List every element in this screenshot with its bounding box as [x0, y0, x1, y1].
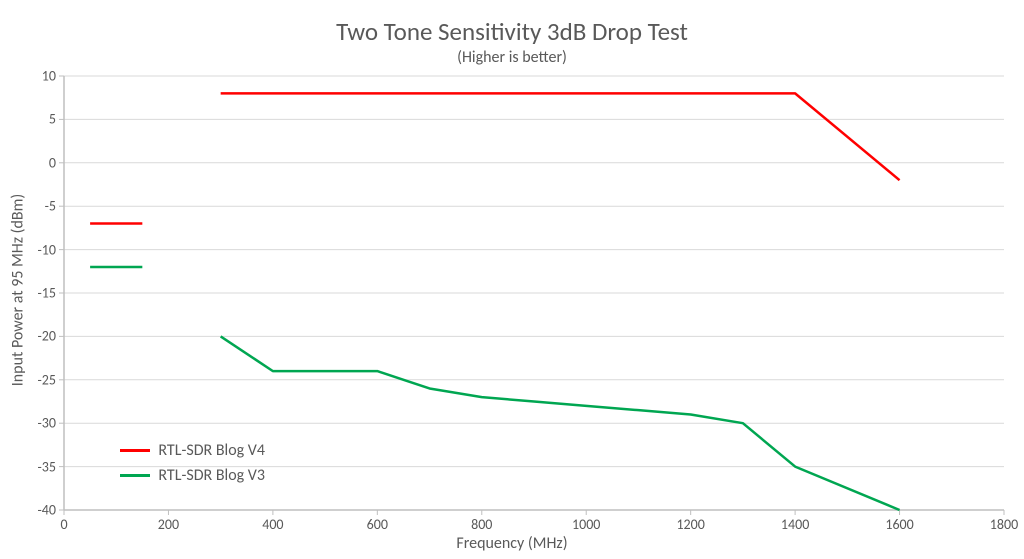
x-tick-label: 600: [367, 516, 388, 533]
legend-item: RTL-SDR Blog V4: [120, 441, 265, 460]
y-tick-label: -40: [38, 502, 56, 519]
y-tick-label: 10: [42, 68, 56, 85]
legend-label: RTL-SDR Blog V3: [158, 466, 265, 485]
plot-area: RTL-SDR Blog V4RTL-SDR Blog V3 020040060…: [64, 76, 1004, 510]
y-tick-label: -30: [38, 415, 56, 432]
legend-label: RTL-SDR Blog V4: [158, 441, 265, 460]
x-tick-label: 1200: [676, 516, 704, 533]
y-axis-label: Input Power at 95 MHz (dBm): [9, 194, 28, 387]
x-tick-label: 1600: [885, 516, 913, 533]
legend-swatch: [120, 474, 150, 477]
y-tick-label: -35: [38, 458, 56, 475]
y-tick-label: -20: [38, 328, 56, 345]
x-tick-label: 200: [158, 516, 179, 533]
x-tick-label: 1000: [572, 516, 600, 533]
y-tick-label: -5: [45, 198, 56, 215]
legend: RTL-SDR Blog V4 RTL-SDR Blog V3: [120, 441, 265, 491]
x-tick-label: 800: [471, 516, 492, 533]
x-axis-label: Frequency (MHz): [0, 534, 1024, 553]
x-tick-label: 1400: [781, 516, 809, 533]
x-tick-label: 400: [262, 516, 283, 533]
series-line: [221, 93, 900, 180]
y-tick-label: -15: [38, 285, 56, 302]
chart-container: Two Tone Sensitivity 3dB Drop Test (High…: [0, 0, 1024, 559]
x-tick-label: 0: [60, 516, 67, 533]
legend-swatch: [120, 449, 150, 452]
chart-subtitle: (Higher is better): [0, 48, 1024, 67]
legend-item: RTL-SDR Blog V3: [120, 466, 265, 485]
y-tick-label: -10: [38, 241, 56, 258]
y-tick-label: 5: [49, 111, 56, 128]
y-tick-label: -25: [38, 371, 56, 388]
chart-title: Two Tone Sensitivity 3dB Drop Test: [0, 16, 1024, 47]
x-tick-label: 1800: [990, 516, 1018, 533]
y-tick-label: 0: [49, 154, 56, 171]
